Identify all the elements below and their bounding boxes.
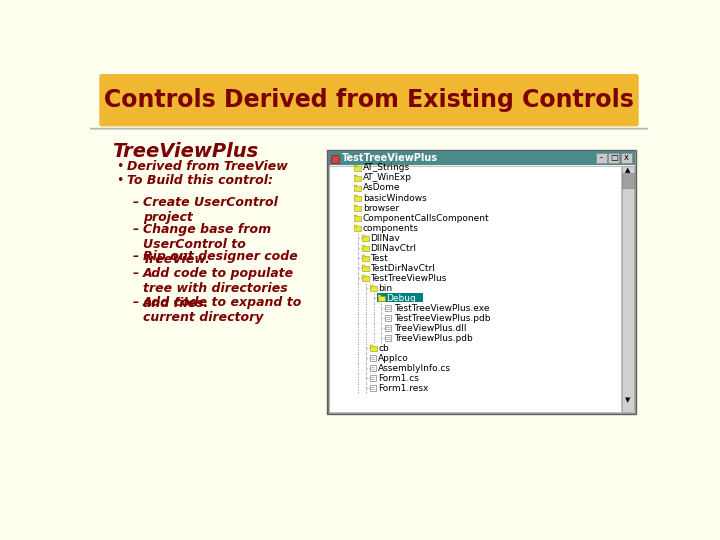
FancyBboxPatch shape: [354, 206, 361, 211]
FancyBboxPatch shape: [377, 294, 423, 302]
FancyBboxPatch shape: [99, 74, 639, 126]
Text: –: –: [132, 195, 139, 208]
Text: x: x: [624, 153, 629, 163]
Text: DllNavCtrl: DllNavCtrl: [371, 244, 417, 253]
FancyBboxPatch shape: [362, 276, 369, 281]
Text: AppIco: AppIco: [378, 354, 409, 363]
FancyBboxPatch shape: [354, 185, 357, 186]
FancyBboxPatch shape: [354, 176, 361, 181]
FancyBboxPatch shape: [362, 256, 369, 261]
FancyBboxPatch shape: [385, 325, 392, 331]
FancyBboxPatch shape: [354, 215, 361, 221]
Text: –: –: [132, 296, 139, 309]
Text: TestTreeViewPlus.exe: TestTreeViewPlus.exe: [394, 303, 490, 313]
Text: cb: cb: [378, 343, 389, 353]
Text: Test: Test: [371, 254, 388, 262]
FancyBboxPatch shape: [370, 345, 373, 347]
Text: components: components: [363, 224, 418, 233]
Text: TestTreeViewPlus.pdb: TestTreeViewPlus.pdb: [394, 314, 490, 322]
Text: Controls Derived from Existing Controls: Controls Derived from Existing Controls: [104, 88, 634, 112]
FancyBboxPatch shape: [331, 155, 339, 163]
Text: Change base from
UserControl to
TreeView.: Change base from UserControl to TreeView…: [143, 222, 271, 266]
FancyBboxPatch shape: [621, 166, 634, 412]
Text: ComponentCallsComponent: ComponentCallsComponent: [363, 213, 490, 222]
Text: ▼: ▼: [625, 397, 631, 403]
FancyBboxPatch shape: [354, 215, 357, 217]
FancyBboxPatch shape: [329, 151, 635, 165]
FancyBboxPatch shape: [621, 173, 634, 188]
Text: TreeViewPlus.dll: TreeViewPlus.dll: [394, 323, 467, 333]
FancyBboxPatch shape: [354, 225, 357, 226]
FancyBboxPatch shape: [327, 150, 636, 414]
FancyBboxPatch shape: [621, 153, 631, 164]
FancyBboxPatch shape: [354, 195, 357, 197]
FancyBboxPatch shape: [329, 151, 635, 413]
FancyBboxPatch shape: [385, 305, 392, 311]
Text: □: □: [610, 153, 618, 163]
Text: TreeViewPlus.pdb: TreeViewPlus.pdb: [394, 334, 472, 343]
Text: –: –: [132, 222, 139, 235]
FancyBboxPatch shape: [362, 246, 369, 251]
FancyBboxPatch shape: [370, 355, 376, 361]
FancyBboxPatch shape: [370, 346, 377, 351]
Text: Derived from TreeView: Derived from TreeView: [127, 160, 288, 173]
FancyBboxPatch shape: [362, 255, 365, 256]
Text: TestTreeViewPlus: TestTreeViewPlus: [342, 153, 438, 163]
Text: •: •: [117, 174, 124, 187]
Text: AT_Strings: AT_Strings: [363, 164, 410, 172]
Text: -: -: [600, 153, 603, 163]
Text: Add code to expand to
current directory: Add code to expand to current directory: [143, 296, 302, 324]
Text: To Build this control:: To Build this control:: [127, 174, 273, 187]
Text: Create UserControl
project: Create UserControl project: [143, 195, 278, 224]
Text: DllNav: DllNav: [371, 233, 400, 242]
FancyBboxPatch shape: [354, 165, 357, 166]
FancyBboxPatch shape: [362, 265, 365, 267]
FancyBboxPatch shape: [596, 153, 607, 164]
FancyBboxPatch shape: [354, 175, 357, 177]
FancyBboxPatch shape: [330, 166, 621, 412]
FancyBboxPatch shape: [385, 315, 392, 321]
FancyBboxPatch shape: [377, 295, 381, 296]
FancyBboxPatch shape: [608, 153, 619, 164]
Text: •: •: [117, 160, 124, 173]
Text: Debug: Debug: [386, 294, 416, 302]
FancyBboxPatch shape: [354, 166, 361, 171]
FancyBboxPatch shape: [354, 226, 361, 231]
Text: TestDirNavCtrl: TestDirNavCtrl: [371, 264, 436, 273]
Text: TestTreeViewPlus: TestTreeViewPlus: [371, 274, 447, 282]
Text: Form1.resx: Form1.resx: [378, 384, 428, 393]
FancyBboxPatch shape: [362, 275, 365, 276]
Text: –: –: [132, 267, 139, 280]
FancyBboxPatch shape: [354, 205, 357, 206]
Text: bin: bin: [378, 284, 392, 293]
FancyBboxPatch shape: [370, 286, 377, 291]
Text: Add code to populate
tree with directories
and files.: Add code to populate tree with directori…: [143, 267, 294, 309]
FancyBboxPatch shape: [354, 195, 361, 201]
FancyBboxPatch shape: [362, 236, 369, 241]
Text: TreeViewPlus: TreeViewPlus: [112, 141, 258, 160]
Text: AT_WinExp: AT_WinExp: [363, 173, 412, 183]
Text: ▲: ▲: [625, 167, 631, 173]
Text: basicWindows: basicWindows: [363, 193, 426, 202]
FancyBboxPatch shape: [370, 285, 373, 287]
FancyBboxPatch shape: [362, 245, 365, 247]
Text: Rip out designer code: Rip out designer code: [143, 249, 297, 262]
FancyBboxPatch shape: [370, 365, 376, 372]
Text: AssemblyInfo.cs: AssemblyInfo.cs: [378, 363, 451, 373]
Text: Form1.cs: Form1.cs: [378, 374, 419, 383]
FancyBboxPatch shape: [362, 235, 365, 237]
FancyBboxPatch shape: [385, 335, 392, 341]
FancyBboxPatch shape: [370, 385, 376, 392]
FancyBboxPatch shape: [377, 296, 384, 301]
FancyBboxPatch shape: [362, 266, 369, 271]
Text: browser: browser: [363, 204, 399, 213]
Text: AsDome: AsDome: [363, 184, 400, 192]
FancyBboxPatch shape: [370, 375, 376, 381]
FancyBboxPatch shape: [354, 186, 361, 191]
Text: –: –: [132, 249, 139, 262]
